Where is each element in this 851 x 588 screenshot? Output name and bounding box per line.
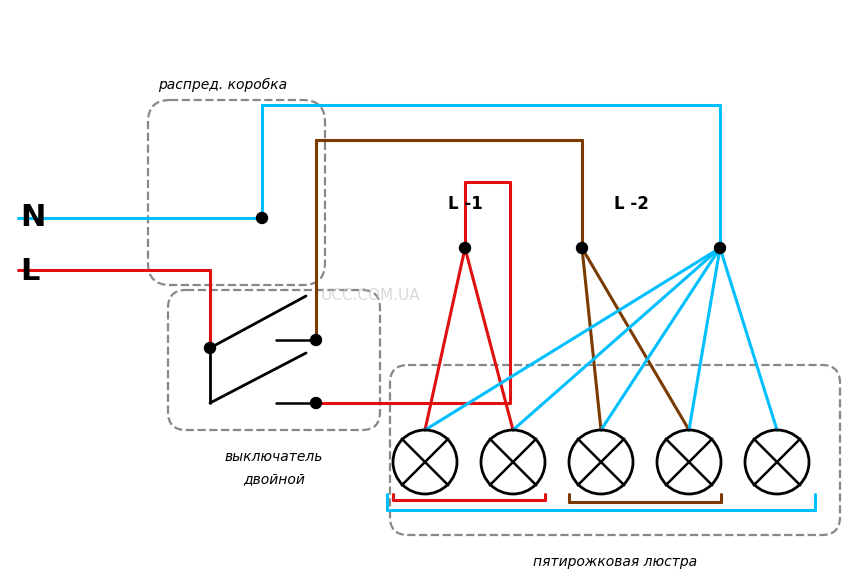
Text: N: N	[20, 203, 45, 232]
Text: выключатель: выключатель	[225, 450, 323, 464]
Text: двойной: двойной	[243, 472, 305, 486]
Text: пятирожковая люстра: пятирожковая люстра	[533, 555, 697, 569]
Text: распред. коробка: распред. коробка	[158, 78, 287, 92]
Circle shape	[256, 212, 267, 223]
Circle shape	[715, 242, 726, 253]
Circle shape	[204, 342, 215, 353]
Circle shape	[576, 242, 587, 253]
Text: L -1: L -1	[448, 195, 483, 213]
Circle shape	[311, 397, 322, 409]
Circle shape	[311, 335, 322, 346]
Circle shape	[460, 242, 471, 253]
Text: L -2: L -2	[614, 195, 648, 213]
Text: UCC.COM.UA: UCC.COM.UA	[320, 288, 420, 302]
Text: L: L	[20, 258, 39, 286]
